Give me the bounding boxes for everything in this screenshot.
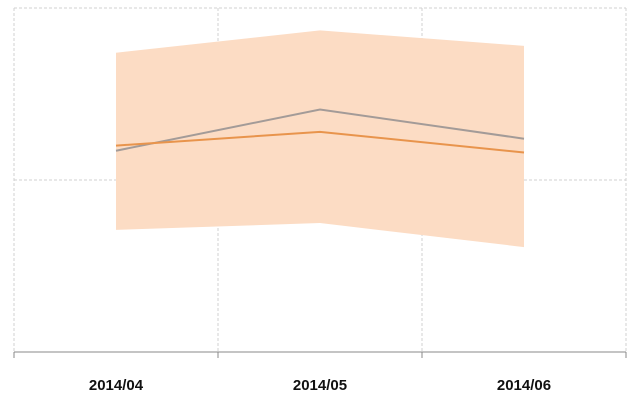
- range-band: [116, 30, 524, 248]
- x-tick-label: 2014/06: [497, 377, 551, 394]
- x-tick-label: 2014/04: [89, 377, 144, 394]
- series-line: [115, 130, 525, 154]
- series-line: [115, 108, 525, 152]
- x-tick-label: 2014/05: [293, 377, 347, 394]
